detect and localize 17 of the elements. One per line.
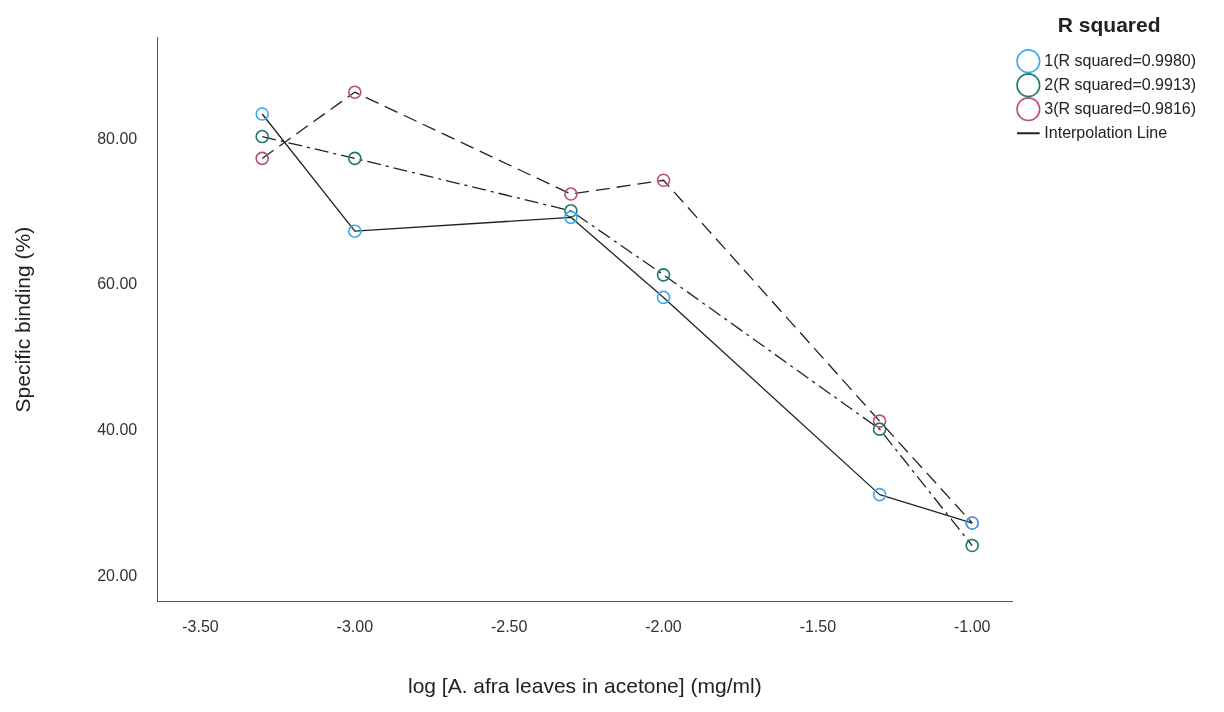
y-tick-label: 40.00 — [97, 420, 138, 438]
x-tick-label: -1.00 — [953, 617, 991, 635]
x-axis-title: log [A. afra leaves in acetone] (mg/ml) — [407, 674, 762, 698]
x-tick-label: -3.00 — [336, 617, 374, 635]
text: Interpolation Line — [1044, 123, 1168, 141]
legend-label: 3(R squared=0.9816) — [1044, 99, 1196, 117]
x-tick-label: -2.00 — [645, 617, 682, 635]
y-axis-title: Specific binding (%) — [11, 226, 35, 413]
x-tick-label: -1.50 — [799, 617, 837, 635]
legend-title: R squared — [1057, 13, 1161, 37]
y-tick-label: 60.00 — [97, 275, 138, 293]
legend-label: 2(R squared=0.9913) — [1044, 75, 1196, 93]
x-tick-label: -3.50 — [182, 617, 219, 635]
y-tick-label: 80.00 — [97, 129, 138, 147]
legend-label: 1(R squared=0.9980) — [1044, 51, 1196, 69]
y-tick-label: 20.00 — [97, 566, 138, 584]
x-tick-label: -2.50 — [490, 617, 528, 635]
